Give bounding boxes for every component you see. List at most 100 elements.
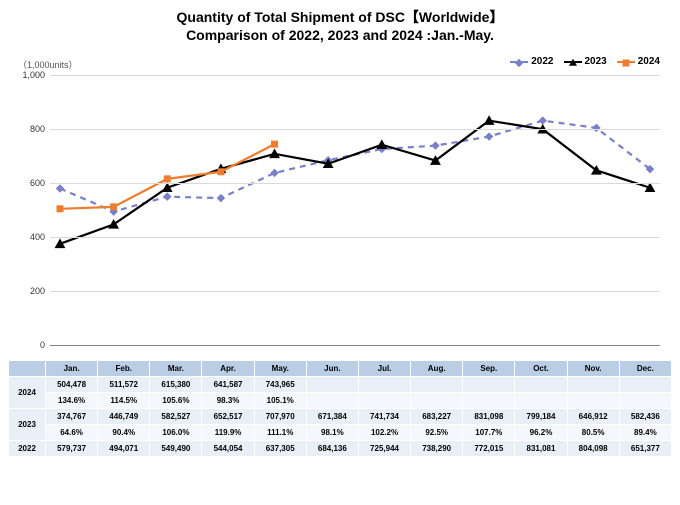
table-cell: 579,737 <box>46 441 98 457</box>
legend-label: 2023 <box>585 56 607 67</box>
y-tick-label: 1,000 <box>20 70 45 80</box>
table-cell: 772,015 <box>463 441 515 457</box>
table-cell: 511,572 <box>98 377 150 393</box>
table-cell: 111.1% <box>254 425 306 441</box>
table-cell: 544,054 <box>202 441 254 457</box>
table-cell: 615,380 <box>150 377 202 393</box>
table-cell <box>515 393 567 409</box>
table-cell <box>306 377 358 393</box>
table-corner <box>9 361 46 377</box>
plot-area: 02004006008001,000 <box>50 75 660 345</box>
table-cell: 804,098 <box>567 441 619 457</box>
table-cell <box>515 377 567 393</box>
table-row-header: 2023 <box>9 409 46 441</box>
table-cell: 831,081 <box>515 441 567 457</box>
table-cell: 738,290 <box>411 441 463 457</box>
table-col-header: Apr. <box>202 361 254 377</box>
table-cell <box>567 377 619 393</box>
table-row: 2024504,478511,572615,380641,587743,965 <box>9 377 672 393</box>
table-cell: 105.1% <box>254 393 306 409</box>
table-cell: 98.3% <box>202 393 254 409</box>
table-col-header: Mar. <box>150 361 202 377</box>
table-cell: 105.6% <box>150 393 202 409</box>
table-col-header: Nov. <box>567 361 619 377</box>
table-cell <box>463 377 515 393</box>
table-cell <box>463 393 515 409</box>
table-cell <box>619 377 671 393</box>
legend-item-2022: 2022 <box>510 56 553 67</box>
table-cell: 582,527 <box>150 409 202 425</box>
table-cell: 89.4% <box>619 425 671 441</box>
table-cell: 725,944 <box>358 441 410 457</box>
table-col-header: Jan. <box>46 361 98 377</box>
table-cell: 652,517 <box>202 409 254 425</box>
table-cell: 446,749 <box>98 409 150 425</box>
table-cell <box>411 377 463 393</box>
y-tick-label: 200 <box>20 286 45 296</box>
table-cell: 90.4% <box>98 425 150 441</box>
table-col-header: Oct. <box>515 361 567 377</box>
table-row: 134.6%114.5%105.6%98.3%105.1% <box>9 393 672 409</box>
legend-item-2024: 2024 <box>617 56 660 67</box>
table-cell: 119.9% <box>202 425 254 441</box>
table-cell: 683,227 <box>411 409 463 425</box>
table-col-header: Jun. <box>306 361 358 377</box>
table-cell: 80.5% <box>567 425 619 441</box>
table-cell: 107.7% <box>463 425 515 441</box>
table-cell: 831,098 <box>463 409 515 425</box>
table-cell: 134.6% <box>46 393 98 409</box>
table-cell: 374,767 <box>46 409 98 425</box>
y-tick-label: 600 <box>20 178 45 188</box>
table-cell: 707,970 <box>254 409 306 425</box>
table-col-header: Dec. <box>619 361 671 377</box>
table-cell <box>567 393 619 409</box>
table-cell <box>358 377 410 393</box>
table-cell: 646,912 <box>567 409 619 425</box>
title-line-1: Quantity of Total Shipment of DSC【Worldw… <box>0 8 680 26</box>
table-cell: 743,965 <box>254 377 306 393</box>
gridline <box>50 183 660 184</box>
table-cell <box>619 393 671 409</box>
table-row-header: 2022 <box>9 441 46 457</box>
table-cell: 637,305 <box>254 441 306 457</box>
table-header-row: Jan.Feb.Mar.Apr.May.Jun.Jul.Aug.Sep.Oct.… <box>9 361 672 377</box>
legend-item-2023: 2023 <box>564 56 607 67</box>
legend: 2022 2023 2024 <box>510 56 660 67</box>
table-cell <box>358 393 410 409</box>
legend-label: 2024 <box>638 56 660 67</box>
table-col-header: May. <box>254 361 306 377</box>
table-cell: 106.0% <box>150 425 202 441</box>
table-cell: 549,490 <box>150 441 202 457</box>
table-cell: 641,587 <box>202 377 254 393</box>
table-cell: 102.2% <box>358 425 410 441</box>
table-cell: 98.1% <box>306 425 358 441</box>
gridline <box>50 291 660 292</box>
table-row: 2022579,737494,071549,490544,054637,305 6… <box>9 441 672 457</box>
table-cell: 96.2% <box>515 425 567 441</box>
plot-svg <box>50 75 660 345</box>
table-cell: 504,478 <box>46 377 98 393</box>
table-cell: 651,377 <box>619 441 671 457</box>
table-row: 2023374,767446,749582,527652,517707,9706… <box>9 409 672 425</box>
y-tick-label: 800 <box>20 124 45 134</box>
title-line-2: Comparison of 2022, 2023 and 2024 :Jan.-… <box>0 26 680 44</box>
table-cell: 92.5% <box>411 425 463 441</box>
y-tick-label: 400 <box>20 232 45 242</box>
table-cell: 114.5% <box>98 393 150 409</box>
table-cell: 64.6% <box>46 425 98 441</box>
table-row-header: 2024 <box>9 377 46 409</box>
table-row: 64.6%90.4%106.0%119.9%111.1%98.1%102.2%9… <box>9 425 672 441</box>
table-col-header: Feb. <box>98 361 150 377</box>
table-col-header: Sep. <box>463 361 515 377</box>
gridline <box>50 345 660 346</box>
table-cell <box>411 393 463 409</box>
table-cell: 494,071 <box>98 441 150 457</box>
chart-title: Quantity of Total Shipment of DSC【Worldw… <box>0 0 680 44</box>
table-cell: 741,734 <box>358 409 410 425</box>
legend-label: 2022 <box>531 56 553 67</box>
table-cell: 582,436 <box>619 409 671 425</box>
table-cell: 799,184 <box>515 409 567 425</box>
table-col-header: Jul. <box>358 361 410 377</box>
gridline <box>50 237 660 238</box>
gridline <box>50 129 660 130</box>
